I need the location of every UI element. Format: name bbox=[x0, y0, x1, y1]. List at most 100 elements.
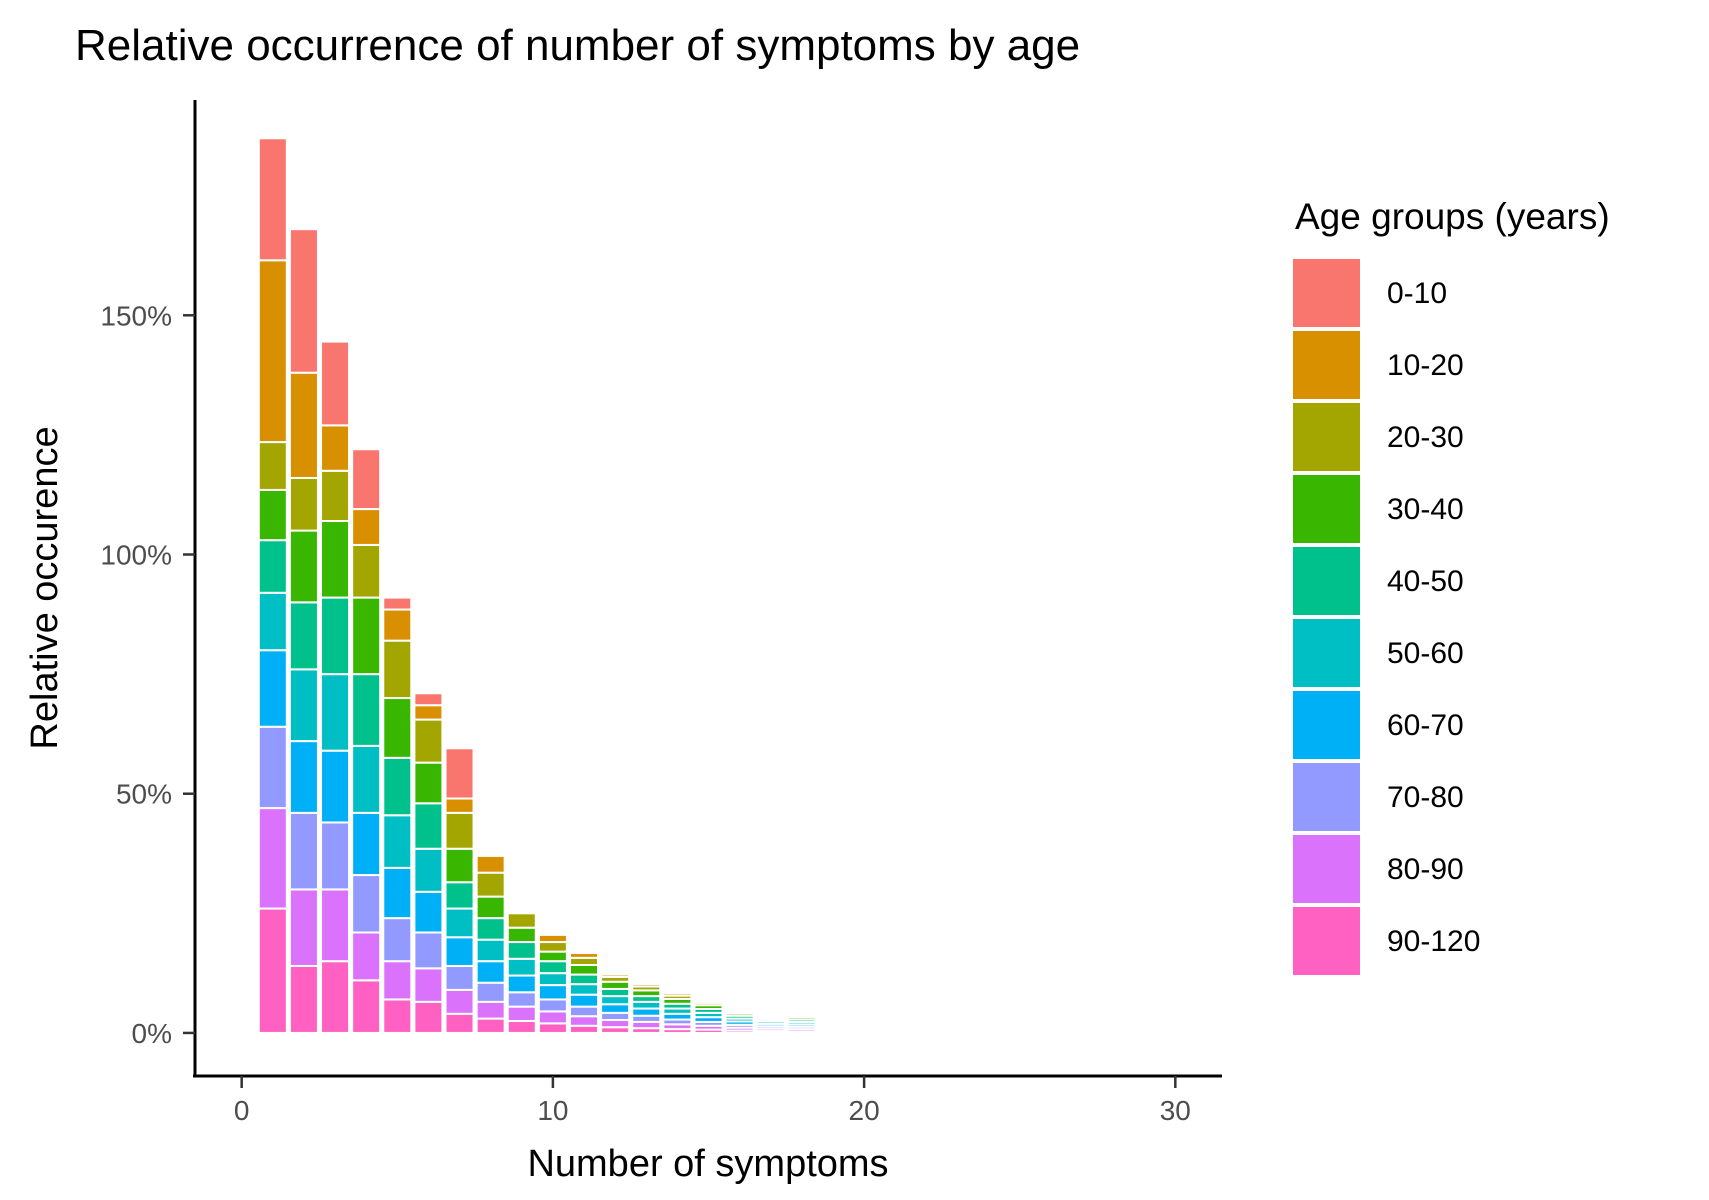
bar-segment bbox=[257, 539, 288, 594]
legend-swatch bbox=[1293, 475, 1360, 543]
legend-swatch bbox=[1293, 403, 1360, 471]
bar-segment bbox=[600, 1011, 631, 1022]
bar-segment bbox=[506, 941, 537, 960]
bar-segment bbox=[444, 881, 475, 910]
bar-segment bbox=[444, 1012, 475, 1034]
bar-segment bbox=[444, 936, 475, 967]
bar-segment bbox=[569, 956, 600, 967]
bar-segment bbox=[257, 807, 288, 910]
bar-segment bbox=[506, 974, 537, 994]
bar-segment bbox=[257, 137, 288, 262]
legend-swatch bbox=[1293, 547, 1360, 615]
bar-segment bbox=[320, 673, 351, 752]
legend-label: 20-30 bbox=[1387, 421, 1464, 454]
bar-segment bbox=[382, 866, 413, 920]
bar-segment bbox=[320, 821, 351, 891]
bar-segment bbox=[257, 725, 288, 810]
x-tick-label: 30 bbox=[1160, 1095, 1191, 1126]
plot-area: 0% 50% 100% 150% 0 10 20 30 bbox=[100, 100, 1222, 1126]
bar-segment bbox=[506, 912, 537, 929]
bar-segment bbox=[413, 704, 444, 721]
bar-segment bbox=[288, 888, 319, 967]
bar-segment bbox=[569, 1015, 600, 1027]
legend-swatch bbox=[1293, 907, 1360, 975]
legend-label: 0-10 bbox=[1387, 277, 1447, 310]
bar-segment bbox=[288, 964, 319, 1034]
bar-segment bbox=[413, 802, 444, 850]
bar-segment bbox=[288, 740, 319, 814]
bar-segment bbox=[257, 907, 288, 1034]
bar-segment bbox=[444, 988, 475, 1015]
x-tick-label: 0 bbox=[234, 1095, 250, 1126]
bar-segment bbox=[288, 228, 319, 374]
bar-segment bbox=[413, 890, 444, 934]
y-tick-label: 100% bbox=[100, 540, 172, 571]
legend-label: 80-90 bbox=[1387, 853, 1464, 886]
bar-segment bbox=[600, 995, 631, 1006]
bar-segment bbox=[569, 983, 600, 996]
bar-segment bbox=[320, 340, 351, 427]
bar-segment bbox=[506, 926, 537, 944]
bars-layer bbox=[257, 137, 1160, 1034]
x-tick-label: 10 bbox=[537, 1095, 568, 1126]
bar-segment bbox=[475, 917, 506, 941]
bar-segment bbox=[537, 984, 568, 1001]
bar-segment bbox=[382, 697, 413, 759]
bar-segment bbox=[569, 964, 600, 976]
bar-segment bbox=[506, 1005, 537, 1022]
bar-segment bbox=[475, 938, 506, 963]
chart-title: Relative occurrence of number of symptom… bbox=[75, 21, 1080, 70]
bar-segment bbox=[693, 1000, 724, 1004]
bar-segment bbox=[288, 601, 319, 671]
bar-segment bbox=[849, 1018, 880, 1022]
bar-segment bbox=[351, 448, 382, 511]
bar-segment bbox=[320, 888, 351, 963]
bar-segment bbox=[537, 1022, 568, 1034]
bar-segment bbox=[506, 1019, 537, 1034]
bar-segment bbox=[257, 259, 288, 444]
bar-segment bbox=[786, 1013, 817, 1017]
bar-segment bbox=[382, 917, 413, 963]
bar-segment bbox=[320, 749, 351, 824]
bar-segment bbox=[288, 811, 319, 891]
bar-segment bbox=[382, 596, 413, 611]
legend-label: 70-80 bbox=[1387, 781, 1464, 814]
legend-swatch bbox=[1293, 763, 1360, 831]
bar-segment bbox=[351, 543, 382, 599]
bar-segment bbox=[537, 1010, 568, 1025]
legend-items: 0-10 10-20 20-30 30-40 40-50 50-60 60-70 70-80 8… bbox=[1293, 259, 1480, 975]
bar-segment bbox=[942, 1023, 973, 1027]
bar-segment bbox=[911, 1022, 942, 1026]
bar-segment bbox=[288, 371, 319, 479]
bar-segment bbox=[288, 476, 319, 532]
bar-segment bbox=[320, 596, 351, 676]
bar-segment bbox=[382, 960, 413, 1001]
bar-segment bbox=[320, 520, 351, 599]
x-axis-ticks: 0 10 20 30 bbox=[234, 1076, 1191, 1126]
bar-segment bbox=[631, 1000, 662, 1010]
bar-segment bbox=[569, 1005, 600, 1018]
bar-segment bbox=[382, 814, 413, 869]
bar-segment bbox=[475, 1017, 506, 1034]
bar-segment bbox=[351, 744, 382, 814]
legend-label: 50-60 bbox=[1387, 637, 1464, 670]
bar-segment bbox=[351, 979, 382, 1034]
legend-label: 90-120 bbox=[1387, 925, 1480, 958]
y-tick-label: 0% bbox=[132, 1018, 172, 1049]
bar-segment bbox=[444, 747, 475, 800]
bar-segment bbox=[475, 981, 506, 1003]
bar-segment bbox=[537, 941, 568, 953]
bar-segment bbox=[600, 1019, 631, 1029]
bar-segment bbox=[600, 973, 631, 978]
x-tick-label: 20 bbox=[849, 1095, 880, 1126]
legend-swatch bbox=[1293, 619, 1360, 687]
bar-segment bbox=[444, 847, 475, 884]
bar-segment bbox=[257, 591, 288, 652]
legend-swatch bbox=[1293, 259, 1360, 327]
bar-segment bbox=[320, 960, 351, 1034]
bar-segment bbox=[257, 441, 288, 491]
bar-segment bbox=[288, 668, 319, 743]
bar-segment bbox=[444, 811, 475, 850]
bar-segment bbox=[382, 998, 413, 1034]
